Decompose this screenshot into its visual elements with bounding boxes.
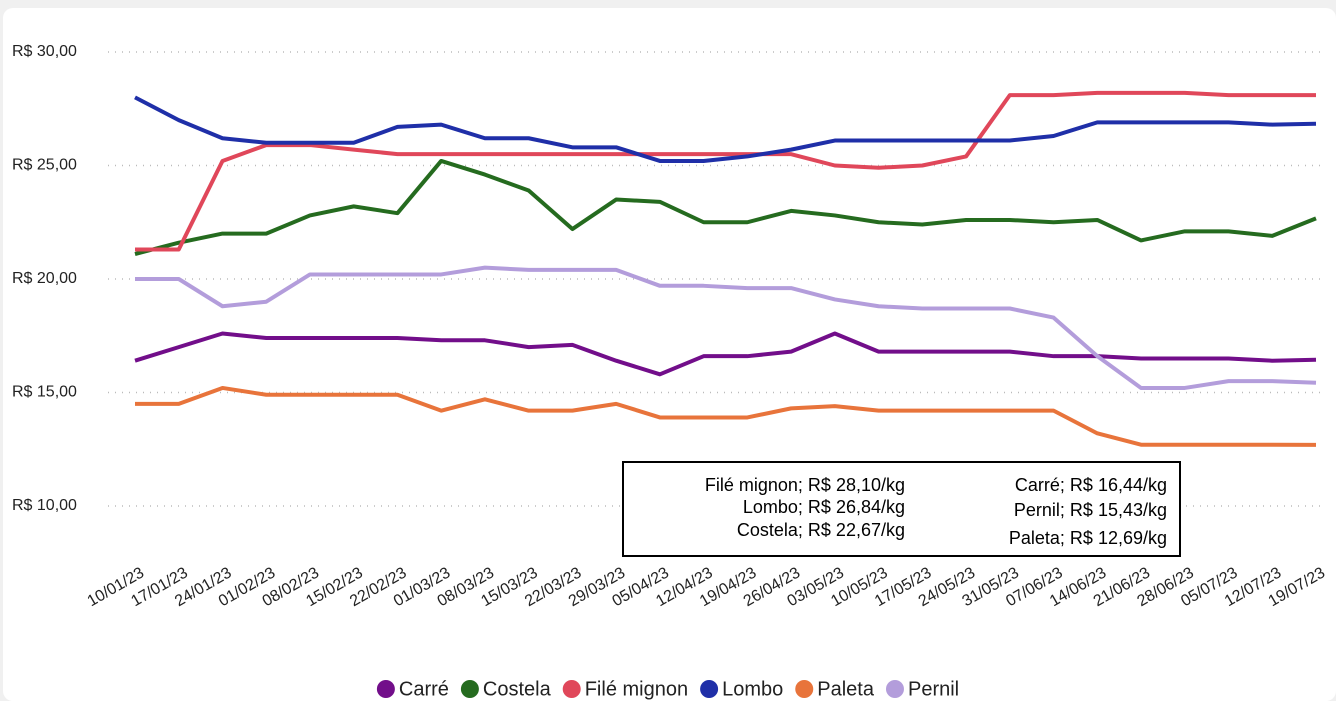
series-line — [135, 265, 1317, 390]
legend-label: Pernil — [908, 678, 959, 700]
legend-marker — [376, 680, 395, 698]
y-tick-label: R$ 15,00 — [12, 384, 77, 401]
legend-marker — [700, 680, 719, 698]
legend-label: Lombo — [722, 678, 783, 700]
y-tick-label: R$ 20,00 — [12, 270, 77, 287]
legend-label: Costela — [483, 678, 552, 700]
legend-label: Filé mignon — [585, 678, 688, 700]
annotation: Paleta; R$ 12,69/kg — [1009, 528, 1167, 548]
series-line — [134, 95, 1317, 163]
annotation: Lombo; R$ 26,84/kg — [743, 497, 905, 517]
legend: Carré Costela Filé mignon Lombo Paleta Pernil — [376, 678, 959, 700]
y-tick-label: R$ 25,00 — [12, 157, 77, 174]
series-line — [135, 90, 1316, 252]
series-line — [135, 385, 1317, 447]
annotation: Filé mignon; R$ 28,10/kg — [705, 475, 905, 495]
annotation: Costela; R$ 22,67/kg — [737, 520, 905, 540]
annotation-box — [622, 461, 1181, 557]
series-line — [134, 331, 1317, 377]
annotation: Carré; R$ 16,44/kg — [1015, 475, 1167, 495]
legend-marker — [885, 680, 904, 698]
y-tick-label: R$ 10,00 — [12, 497, 77, 514]
legend-marker — [460, 680, 479, 698]
annotation: Pernil; R$ 15,43/kg — [1014, 500, 1167, 520]
legend-label: Carré — [399, 678, 449, 700]
y-tick-label: R$ 30,00 — [12, 43, 77, 60]
series-line — [134, 158, 1317, 256]
legend-marker — [562, 680, 581, 698]
legend-label: Paleta — [817, 678, 875, 700]
legend-marker — [795, 680, 814, 698]
